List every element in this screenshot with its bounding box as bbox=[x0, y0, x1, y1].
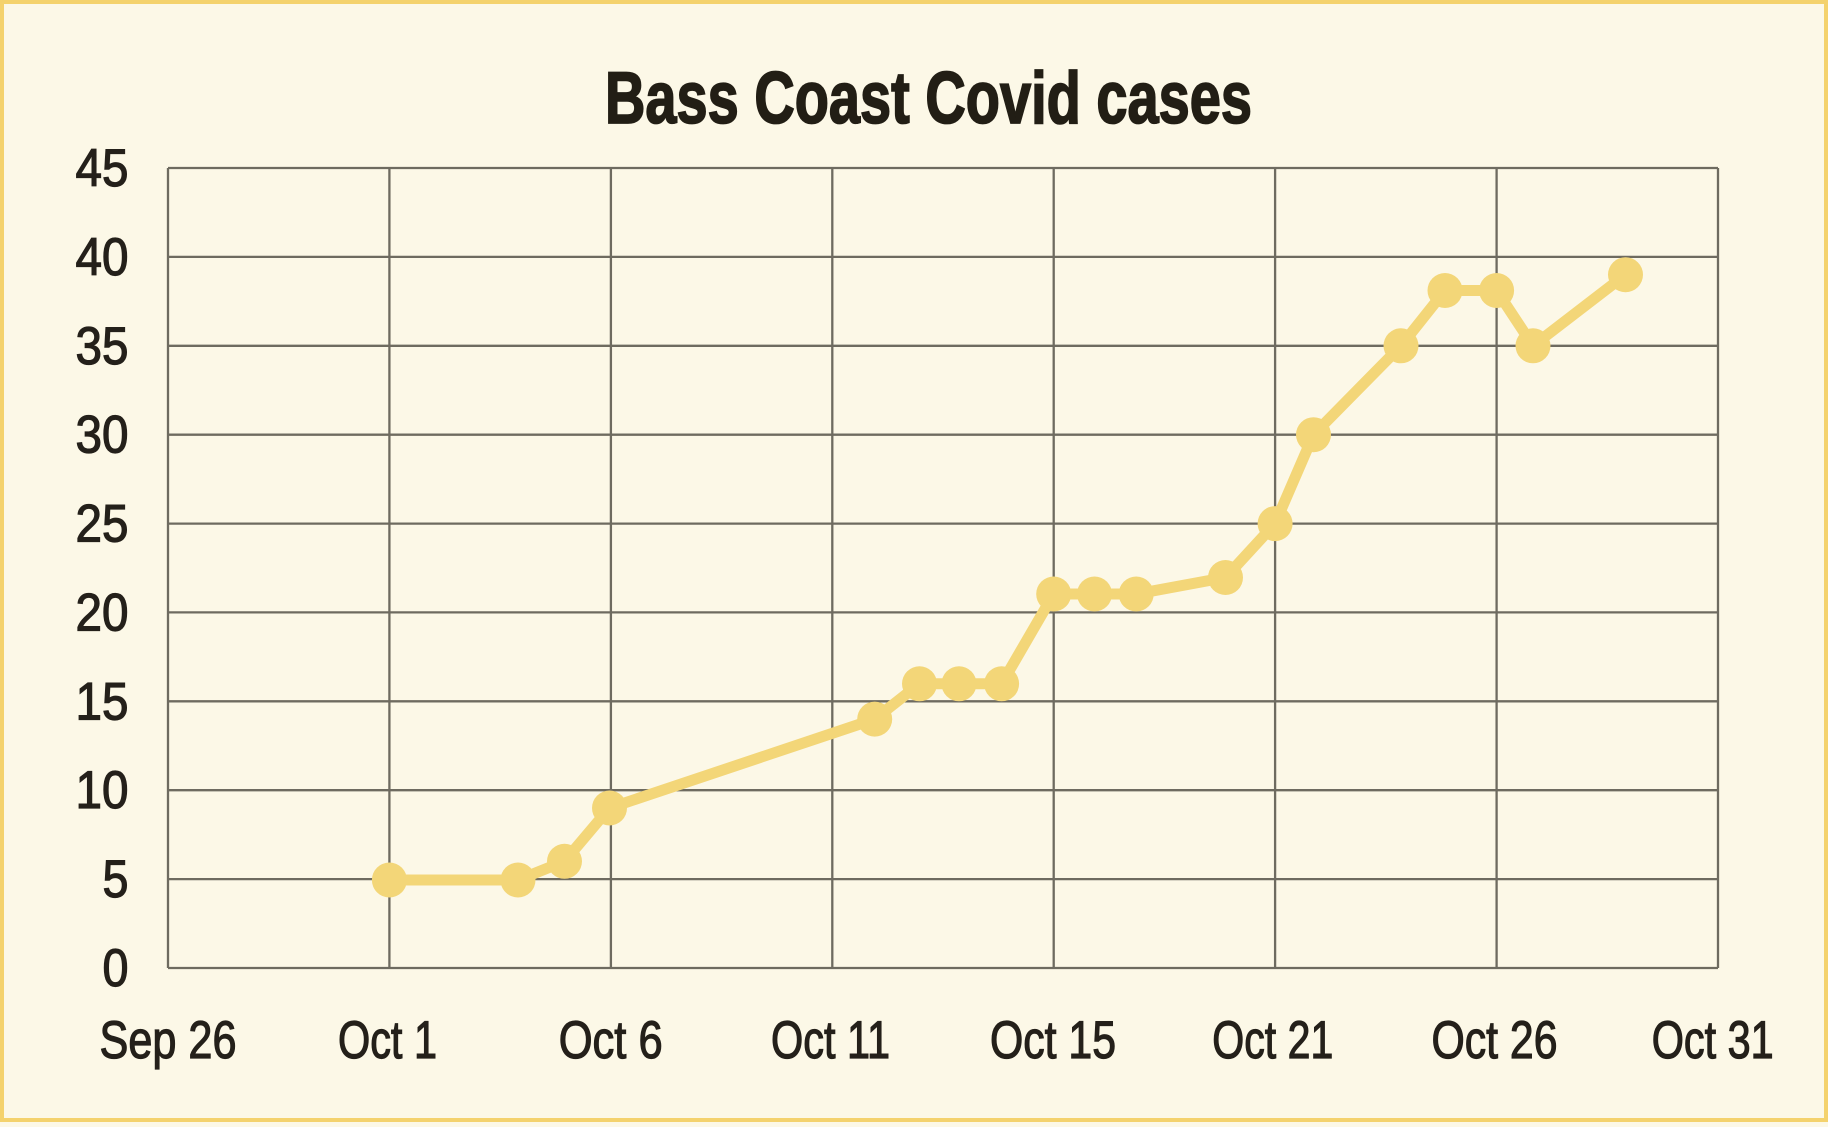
svg-text:Oct 31: Oct 31 bbox=[1652, 1011, 1774, 1070]
svg-text:5: 5 bbox=[103, 850, 129, 909]
svg-text:0: 0 bbox=[103, 939, 129, 998]
svg-text:Oct 26: Oct 26 bbox=[1432, 1011, 1558, 1070]
svg-text:15: 15 bbox=[76, 672, 129, 731]
svg-text:40: 40 bbox=[76, 228, 129, 287]
svg-text:Bass Coast Covid cases: Bass Coast Covid cases bbox=[605, 56, 1252, 139]
svg-text:30: 30 bbox=[76, 406, 129, 465]
svg-text:35: 35 bbox=[76, 317, 129, 376]
svg-text:Oct 6: Oct 6 bbox=[559, 1011, 663, 1070]
svg-text:Oct 21: Oct 21 bbox=[1212, 1011, 1333, 1070]
svg-text:20: 20 bbox=[76, 583, 129, 642]
svg-text:45: 45 bbox=[76, 139, 129, 198]
svg-text:25: 25 bbox=[76, 495, 129, 554]
svg-text:Oct 1: Oct 1 bbox=[338, 1011, 437, 1070]
svg-text:Sep 26: Sep 26 bbox=[100, 1011, 237, 1070]
svg-text:Oct 11: Oct 11 bbox=[771, 1011, 890, 1070]
svg-text:10: 10 bbox=[76, 761, 129, 820]
svg-text:Oct 15: Oct 15 bbox=[990, 1011, 1116, 1070]
